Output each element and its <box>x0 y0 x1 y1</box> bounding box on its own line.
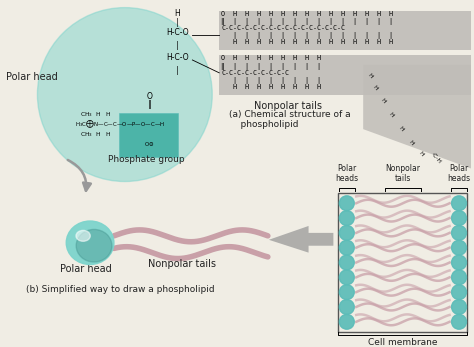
Circle shape <box>452 314 466 329</box>
Ellipse shape <box>66 221 114 264</box>
Circle shape <box>339 226 354 240</box>
Text: O  H  H  H  H  H  H  H  H: O H H H H H H H H <box>221 55 321 61</box>
Circle shape <box>452 255 466 270</box>
Circle shape <box>452 211 466 226</box>
Text: H  H  H  H  H  H  H  H: H H H H H H H H <box>221 84 321 90</box>
Text: H  H  H  H  H  H  H  H  H  H  H  H  H  H: H H H H H H H H H H H H H H <box>221 39 393 45</box>
Text: -C-H: -C-H <box>430 152 442 165</box>
Text: (b) Simplified way to draw a phospholipid: (b) Simplified way to draw a phospholipi… <box>26 285 214 294</box>
Text: H: H <box>418 150 425 157</box>
Text: H: H <box>366 72 373 79</box>
Circle shape <box>452 196 466 211</box>
Text: (a) Chemical structure of a
    phospholipid: (a) Chemical structure of a phospholipid <box>229 110 351 129</box>
Circle shape <box>339 211 354 226</box>
Text: CH$_3$  H   H: CH$_3$ H H <box>80 130 111 139</box>
Text: CH$_3$  H   H: CH$_3$ H H <box>80 110 111 119</box>
Text: H-C-O: H-C-O <box>166 28 189 37</box>
Circle shape <box>339 240 354 255</box>
Circle shape <box>339 255 354 270</box>
Polygon shape <box>219 55 472 94</box>
Text: H: H <box>174 9 180 17</box>
Text: ‖  |  |  |  |  |  |  |  |  |  |  |  |  |  |: ‖ | | | | | | | | | | | | | | <box>221 18 393 25</box>
Polygon shape <box>269 226 333 253</box>
Text: H: H <box>388 112 395 118</box>
Text: Polar
heads: Polar heads <box>447 164 471 183</box>
Text: Nonpolar tails: Nonpolar tails <box>148 260 216 270</box>
Text: Polar head: Polar head <box>6 72 57 82</box>
Circle shape <box>452 270 466 285</box>
Polygon shape <box>219 10 472 50</box>
Text: Polar
heads: Polar heads <box>335 164 358 183</box>
Text: Polar head: Polar head <box>60 264 112 274</box>
Text: H-C-O: H-C-O <box>166 53 189 62</box>
Text: ‖: ‖ <box>148 100 152 109</box>
Ellipse shape <box>76 230 90 241</box>
Circle shape <box>452 299 466 314</box>
Text: C-C-C-C-C-C-C-C-C: C-C-C-C-C-C-C-C-C <box>221 70 289 76</box>
Circle shape <box>339 285 354 299</box>
Text: H: H <box>398 126 405 132</box>
Text: O  H  H  H  H  H  H  H  H  H  H  H  H  H  H: O H H H H H H H H H H H H H H <box>221 10 393 17</box>
Text: |  |  |  |  |  |  |  |: | | | | | | | | <box>221 77 321 84</box>
Circle shape <box>37 8 212 181</box>
Circle shape <box>339 299 354 314</box>
Text: H$_3$C$\bigoplus$N—C—C—O—P—O—C—H: H$_3$C$\bigoplus$N—C—C—O—P—O—C—H <box>75 118 165 130</box>
Text: |: | <box>176 41 179 50</box>
Circle shape <box>452 285 466 299</box>
Text: |: | <box>176 66 179 75</box>
Text: H: H <box>371 84 378 91</box>
Text: O$\ominus$: O$\ominus$ <box>145 140 155 148</box>
Text: O: O <box>147 93 153 101</box>
Text: Nonpolar
tails: Nonpolar tails <box>385 164 420 183</box>
Circle shape <box>339 270 354 285</box>
Text: Nonpolar tails: Nonpolar tails <box>254 101 322 111</box>
Circle shape <box>339 196 354 211</box>
Text: |: | <box>176 18 179 27</box>
Text: C-C-C-C-C-C-C-C-C-C-C-C-C-C-C-C: C-C-C-C-C-C-C-C-C-C-C-C-C-C-C-C <box>221 25 345 31</box>
Text: H: H <box>408 139 415 146</box>
Circle shape <box>452 240 466 255</box>
Text: ‖  |  |  |  |  |  |  |  |: ‖ | | | | | | | | <box>221 63 321 70</box>
Text: H: H <box>380 98 387 104</box>
Bar <box>338 193 467 332</box>
FancyBboxPatch shape <box>119 113 179 157</box>
Text: Phosphate group: Phosphate group <box>108 155 184 164</box>
Circle shape <box>452 226 466 240</box>
Ellipse shape <box>76 229 112 262</box>
Circle shape <box>339 314 354 329</box>
Text: |  |  |  |  |  |  |  |  |  |  |  |  |  |: | | | | | | | | | | | | | | <box>221 32 393 39</box>
Polygon shape <box>363 65 472 169</box>
Text: Cell membrane: Cell membrane <box>368 338 438 347</box>
